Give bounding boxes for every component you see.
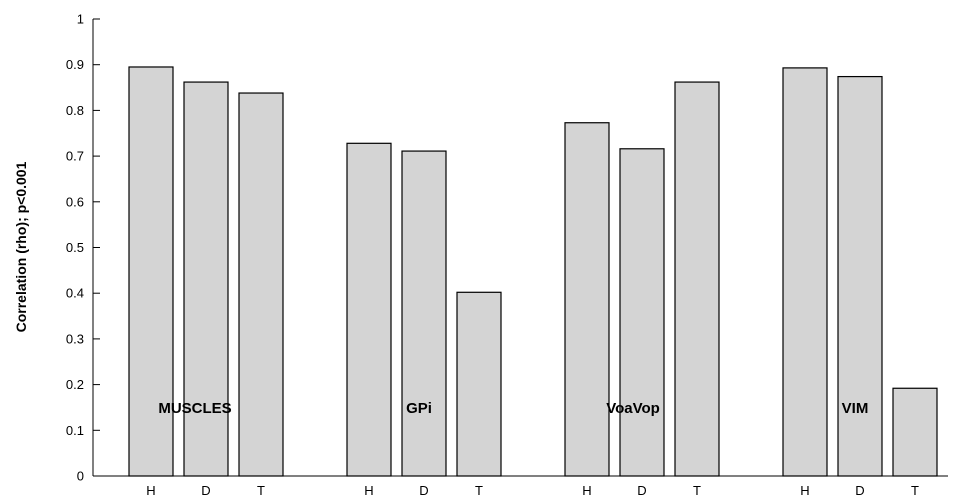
x-tick-label: T: [475, 483, 483, 498]
bars: MUSCLES GPi VoaVop VIM: [128, 66, 938, 477]
y-tick-label: 0.5: [66, 240, 84, 255]
x-tick-label: D: [201, 483, 210, 498]
bar-muscles-d: [183, 81, 229, 477]
group-label: GPi: [406, 400, 432, 417]
x-tick-label: D: [637, 483, 646, 498]
group-label: MUSCLES: [158, 400, 231, 417]
x-tick-label: T: [911, 483, 919, 498]
x-tick-label: H: [364, 483, 373, 498]
y-tick-label: 0.4: [66, 286, 84, 301]
bar-gpi-d: [401, 150, 447, 477]
y-tick-label: 0.3: [66, 331, 84, 346]
y-axis: 0 0.1 0.2 0.3 0.4 0.5 0.6 0.7 0.8 0.9 1: [66, 12, 100, 484]
x-tick-label: D: [855, 483, 864, 498]
y-tick-label: 0.7: [66, 149, 84, 164]
bar-voavop-h: [564, 122, 610, 477]
x-tick-label: D: [419, 483, 428, 498]
y-tick-label: 0.1: [66, 423, 84, 438]
y-tick-label: 1: [77, 12, 84, 27]
bar-voavop-t: [674, 81, 720, 477]
x-tick-label: H: [800, 483, 809, 498]
bar-voavop-d: [619, 148, 665, 477]
x-tick-label: T: [693, 483, 701, 498]
y-tick-label: 0.2: [66, 377, 84, 392]
bar-vim-d: [837, 75, 883, 477]
group-label: VoaVop: [606, 400, 660, 417]
x-tick-label: H: [582, 483, 591, 498]
bar-vim-t: [892, 387, 938, 477]
bar-muscles-h: [128, 66, 174, 477]
y-axis-label: Correlation (rho); p<0.001: [13, 161, 29, 332]
y-tick-label: 0: [77, 469, 84, 484]
x-tick-label: H: [146, 483, 155, 498]
y-tick-label: 0.6: [66, 194, 84, 209]
group-label: VIM: [842, 400, 869, 417]
x-tick-label: T: [257, 483, 265, 498]
y-tick-label: 0.8: [66, 103, 84, 118]
bar-gpi-h: [346, 142, 392, 477]
bar-gpi-t: [456, 291, 502, 477]
bar-vim-h: [782, 67, 828, 477]
bar-muscles-t: [238, 92, 284, 477]
y-tick-label: 0.9: [66, 57, 84, 72]
